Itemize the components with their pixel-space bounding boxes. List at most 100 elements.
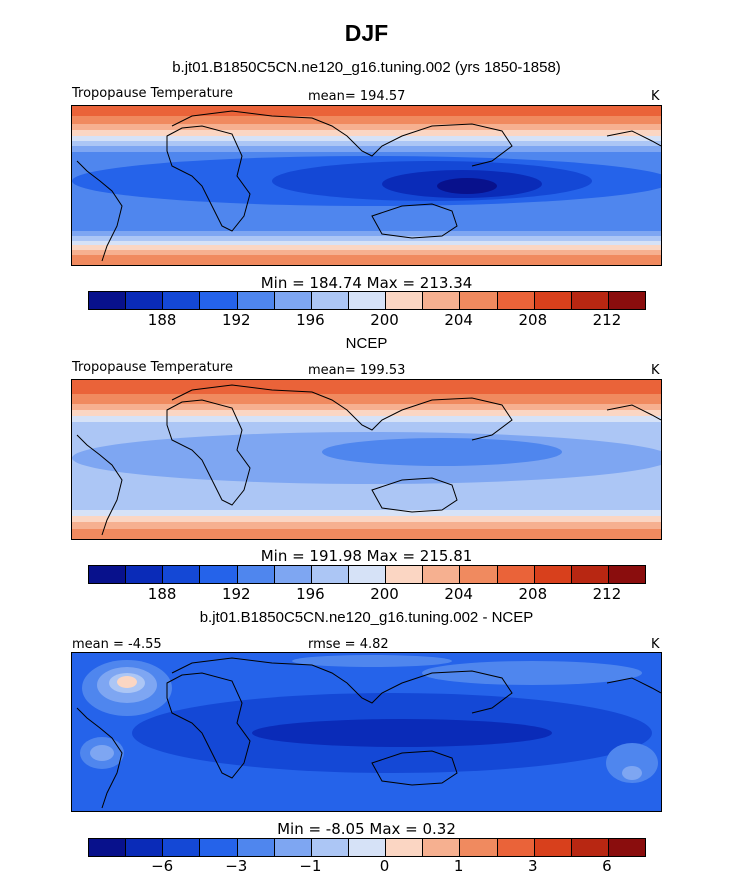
colorbar-tick-label: −3 bbox=[225, 857, 248, 875]
coastline-africa bbox=[166, 399, 251, 506]
panel-3-field-contour bbox=[117, 676, 137, 688]
colorbar-swatch bbox=[348, 292, 387, 309]
colorbar-swatch bbox=[126, 566, 164, 583]
panel-3-colorbar bbox=[88, 838, 646, 857]
colorbar-swatch bbox=[534, 566, 572, 583]
panel-3-field-contour bbox=[252, 719, 552, 747]
colorbar-tick-label: 192 bbox=[221, 585, 251, 603]
coastline-africa bbox=[166, 672, 251, 779]
panel-3-map-svg bbox=[72, 653, 661, 811]
colorbar-swatch bbox=[423, 839, 461, 856]
coastline-south-america bbox=[76, 160, 123, 262]
colorbar-swatch bbox=[460, 566, 498, 583]
colorbar-tick-label: 3 bbox=[528, 857, 538, 875]
colorbar-swatch bbox=[608, 566, 646, 583]
coastline-australia bbox=[371, 203, 458, 239]
figure-title: DJF bbox=[344, 20, 389, 46]
colorbar-tick-label: 204 bbox=[444, 585, 473, 603]
panel-1-field-contour bbox=[437, 178, 497, 194]
panel-1-mean-label: mean= 194.57 bbox=[308, 89, 406, 104]
colorbar-tick-label: 208 bbox=[518, 311, 548, 329]
panel-1-colorbar-ticks: 188 192 196 200 204 208 212 bbox=[88, 311, 644, 329]
panel-2-colorbar-ticks: 188 192 196 200 204 208 212 bbox=[88, 585, 644, 603]
coastline-north-america bbox=[606, 677, 661, 694]
colorbar-swatch bbox=[274, 839, 312, 856]
colorbar-swatch bbox=[348, 839, 387, 856]
colorbar-tick-label: 6 bbox=[602, 857, 612, 875]
colorbar-swatch bbox=[497, 292, 535, 309]
colorbar-swatch bbox=[460, 839, 498, 856]
panel-2-field-contour bbox=[322, 438, 562, 466]
colorbar-swatch bbox=[608, 292, 646, 309]
colorbar-swatch bbox=[126, 292, 164, 309]
colorbar-swatch bbox=[89, 566, 127, 583]
colorbar-tick-label: 1 bbox=[453, 857, 464, 875]
panel-3-units-label: K bbox=[651, 637, 660, 652]
panel-3-map bbox=[71, 652, 662, 812]
colorbar-swatch bbox=[311, 292, 349, 309]
colorbar-swatch bbox=[126, 839, 164, 856]
panel-2-minmax: Min = 191.98 Max = 215.81 bbox=[260, 547, 473, 565]
coastline-eurasia bbox=[171, 110, 513, 167]
colorbar-tick-label: 208 bbox=[518, 585, 548, 603]
panel-2-mean-label: mean= 199.53 bbox=[308, 363, 406, 378]
colorbar-swatch bbox=[311, 566, 349, 583]
colorbar-tick-label: 192 bbox=[221, 311, 251, 329]
panel-1-minmax: Min = 184.74 Max = 213.34 bbox=[260, 274, 473, 292]
colorbar-swatch bbox=[571, 566, 609, 583]
panel-3-rmse-label: rmse = 4.82 bbox=[308, 637, 389, 652]
colorbar-swatch bbox=[386, 839, 424, 856]
colorbar-swatch bbox=[497, 566, 535, 583]
colorbar-swatch bbox=[571, 839, 609, 856]
panel-3-coastlines bbox=[76, 657, 661, 809]
colorbar-swatch bbox=[348, 566, 387, 583]
colorbar-tick-label: 0 bbox=[379, 857, 390, 875]
colorbar-swatch bbox=[534, 292, 572, 309]
panel-1-colorbar bbox=[88, 291, 646, 310]
panel-3-field-contour bbox=[292, 655, 452, 667]
colorbar-swatch bbox=[534, 839, 572, 856]
colorbar-swatch bbox=[237, 566, 275, 583]
colorbar-swatch bbox=[237, 839, 275, 856]
coastline-north-america bbox=[606, 404, 661, 421]
coastline-eurasia bbox=[171, 384, 513, 441]
colorbar-tick-label: 204 bbox=[444, 311, 473, 329]
colorbar-tick-label: 212 bbox=[592, 585, 622, 603]
panel-1-coastlines bbox=[76, 110, 661, 262]
panel-2-map-svg bbox=[72, 380, 661, 539]
panel-1-variable-label: Tropopause Temperature bbox=[72, 86, 233, 101]
colorbar-swatch bbox=[423, 292, 461, 309]
coastline-south-america bbox=[76, 434, 123, 536]
coastline-north-america bbox=[606, 130, 661, 147]
colorbar-tick-label: 188 bbox=[147, 311, 177, 329]
colorbar-swatch bbox=[460, 292, 498, 309]
colorbar-swatch bbox=[608, 839, 646, 856]
panel-2-variable-label: Tropopause Temperature bbox=[72, 360, 233, 375]
colorbar-swatch bbox=[89, 839, 127, 856]
panel-3-mean-label: mean = -4.55 bbox=[72, 637, 162, 652]
colorbar-tick-label: −1 bbox=[299, 857, 322, 875]
panel-3-field-contour bbox=[606, 743, 658, 783]
panel-1-units-label: K bbox=[651, 89, 660, 104]
coastline-eurasia bbox=[171, 657, 513, 714]
colorbar-swatch bbox=[274, 292, 312, 309]
panel-3-field-contour bbox=[90, 745, 114, 761]
colorbar-tick-label: 200 bbox=[370, 585, 399, 603]
colorbar-tick-label: 188 bbox=[147, 585, 177, 603]
colorbar-swatch bbox=[497, 839, 535, 856]
colorbar-swatch bbox=[163, 292, 201, 309]
coastline-africa bbox=[166, 125, 251, 232]
colorbar-swatch bbox=[200, 566, 238, 583]
colorbar-swatch bbox=[423, 566, 461, 583]
panel-2-units-label: K bbox=[651, 363, 660, 378]
panel-2-map bbox=[71, 379, 662, 540]
panel-2-colorbar bbox=[88, 565, 646, 584]
colorbar-swatch bbox=[386, 566, 424, 583]
colorbar-swatch bbox=[163, 566, 201, 583]
colorbar-swatch bbox=[237, 292, 275, 309]
panel-3-colorbar-ticks: −6 −3 −1 0 1 3 6 bbox=[88, 857, 644, 875]
panel-1-map-svg bbox=[72, 106, 661, 265]
colorbar-swatch bbox=[200, 292, 238, 309]
colorbar-tick-label: −6 bbox=[151, 857, 174, 875]
coastline-australia bbox=[371, 750, 458, 786]
